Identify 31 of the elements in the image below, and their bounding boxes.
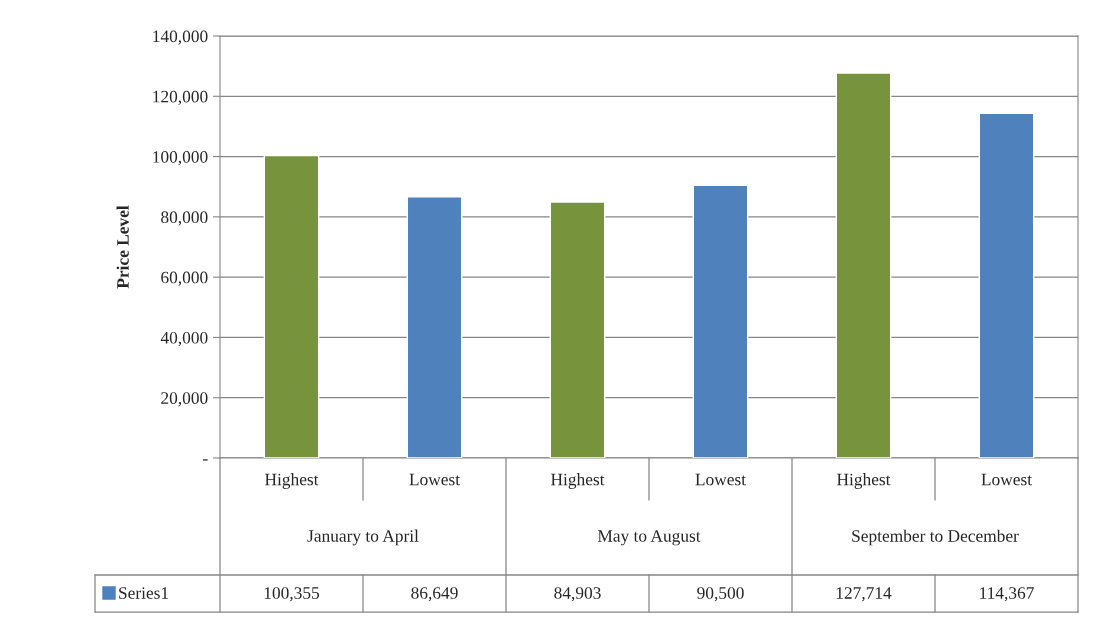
bar bbox=[549, 201, 606, 458]
text: January to April bbox=[307, 529, 419, 546]
x-tick-label: Highest bbox=[836, 473, 891, 489]
y-tick-label: 40,000 bbox=[160, 331, 208, 347]
bar bbox=[692, 184, 749, 458]
x-tick-label: Lowest bbox=[409, 473, 460, 486]
bar bbox=[263, 154, 320, 458]
data-label: 86,649 bbox=[411, 587, 458, 602]
y-tick-label: 60,000 bbox=[161, 271, 208, 286]
y-tick-label: - bbox=[203, 459, 208, 461]
text: September to December bbox=[852, 529, 1019, 546]
x-tick-label: Lowest bbox=[981, 473, 1032, 486]
x-tick-label: Lowest bbox=[695, 473, 746, 486]
data-label: 84,903 bbox=[554, 587, 601, 602]
x-tick-label: Highest bbox=[550, 473, 605, 489]
data-label: 127,714 bbox=[836, 587, 892, 602]
data-label: 90,500 bbox=[697, 587, 744, 602]
y-tick-label: 140,000 bbox=[153, 30, 208, 45]
y-tick-label: 20,000 bbox=[161, 392, 208, 407]
y-axis-title: Price Level bbox=[116, 205, 129, 289]
y-tick-label: 120,000 bbox=[153, 90, 208, 105]
x-tick-label: Highest bbox=[264, 473, 319, 489]
text: May to August bbox=[597, 530, 701, 546]
bar bbox=[406, 196, 463, 458]
bar bbox=[835, 72, 892, 458]
y-tick-label: 100,000 bbox=[153, 151, 208, 166]
legend-label: Series1 bbox=[119, 587, 169, 599]
bar bbox=[978, 112, 1035, 458]
y-tick-label: 80,000 bbox=[161, 211, 208, 226]
data-label: 114,367 bbox=[980, 587, 1034, 602]
data-label: 100,355 bbox=[264, 587, 320, 602]
